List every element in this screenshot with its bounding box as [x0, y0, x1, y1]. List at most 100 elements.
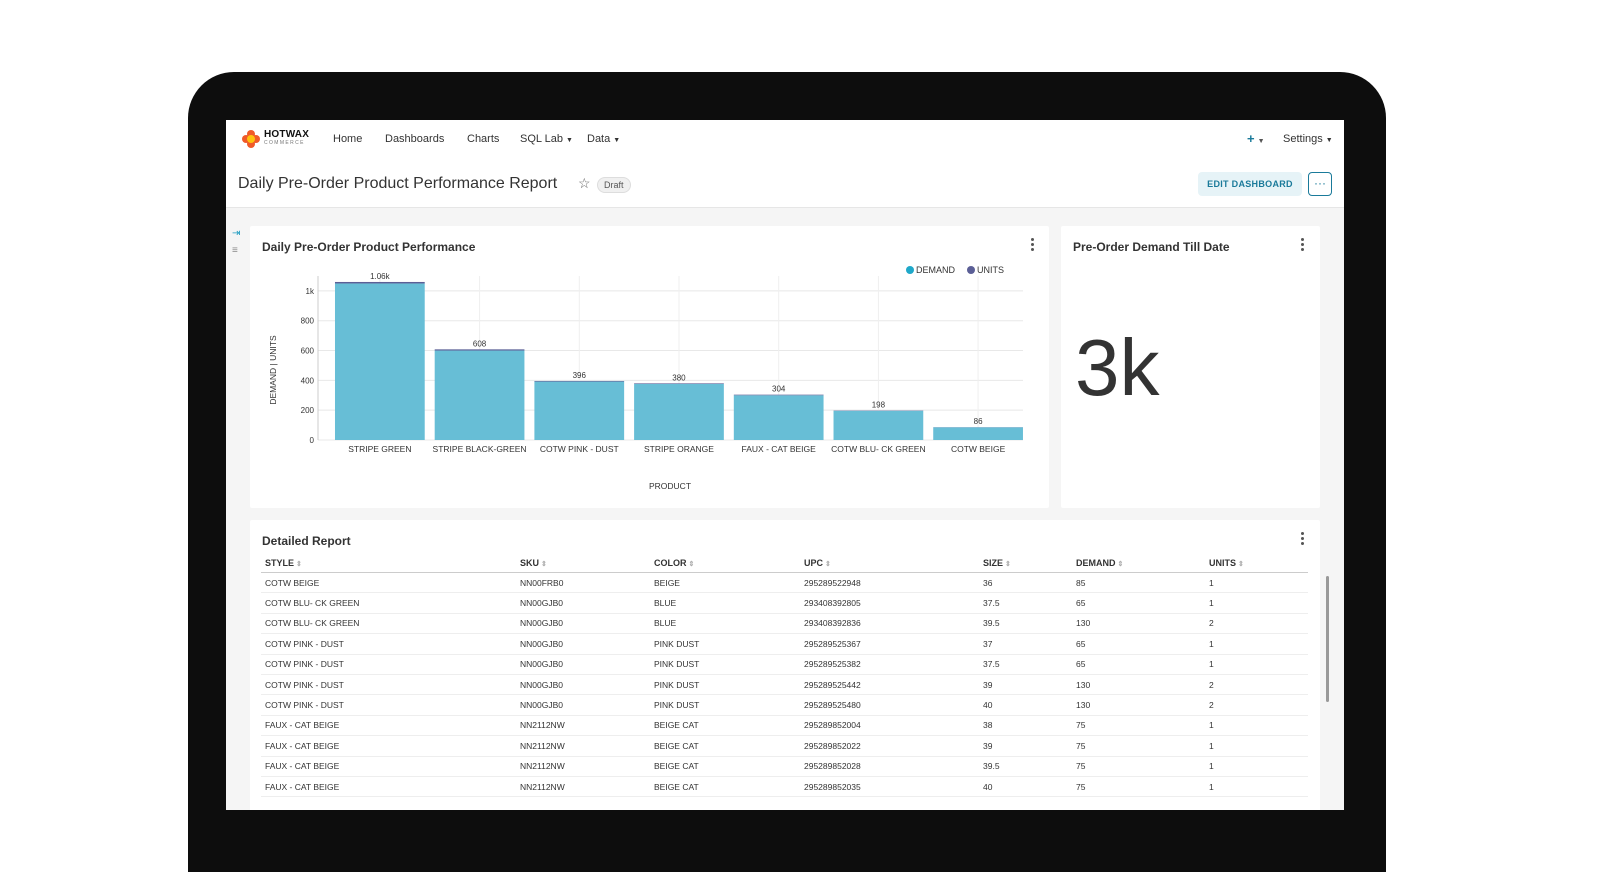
x-tick-label: COTW BEIGE [951, 444, 1006, 454]
bar-units [634, 383, 724, 384]
sort-icon[interactable]: ⇕ [1118, 561, 1124, 568]
column-header-color[interactable]: COLOR⇕ [650, 554, 800, 573]
sort-icon[interactable]: ⇕ [689, 561, 695, 568]
y-tick-label: 1k [306, 287, 315, 296]
table-cell-upc: 293408392836 [800, 613, 979, 633]
table-header-row: STYLE⇕SKU⇕COLOR⇕UPC⇕SIZE⇕DEMAND⇕UNITS⇕ [261, 554, 1308, 573]
table-cell-upc: 295289852035 [800, 776, 979, 796]
brand-logo[interactable]: HOTWAX COMMERCE [242, 130, 309, 148]
column-header-sku[interactable]: SKU⇕ [516, 554, 650, 573]
sort-icon[interactable]: ⇕ [825, 561, 831, 568]
column-header-style[interactable]: STYLE⇕ [261, 554, 516, 573]
y-tick-label: 400 [301, 376, 315, 385]
table-cell-style: FAUX - CAT BEIGE [261, 756, 516, 776]
table-cell-demand: 85 [1072, 573, 1205, 593]
sort-icon[interactable]: ⇕ [1005, 561, 1011, 568]
table-cell-style: FAUX - CAT BEIGE [261, 776, 516, 796]
table-cell-sku: NN00GJB0 [516, 613, 650, 633]
table-scrollbar[interactable] [1326, 576, 1329, 702]
table-cell-style: COTW PINK - DUST [261, 634, 516, 654]
column-header-label: UNITS [1209, 558, 1236, 568]
table-cell-color: PINK DUST [650, 634, 800, 654]
filter-sidebar-toggle: ⇥ ≡ [232, 228, 240, 262]
table-cell-upc: 293408392805 [800, 593, 979, 613]
column-header-demand[interactable]: DEMAND⇕ [1072, 554, 1205, 573]
table-cell-demand: 75 [1072, 756, 1205, 776]
table-cell-sku: NN00GJB0 [516, 654, 650, 674]
table-cell-units: 1 [1205, 654, 1308, 674]
bar-demand [335, 283, 425, 440]
filter-icon[interactable]: ≡ [232, 245, 240, 256]
table-cell-units: 1 [1205, 593, 1308, 613]
table-cell-size: 39.5 [979, 613, 1072, 633]
table-title: Detailed Report [262, 534, 351, 548]
draft-badge[interactable]: Draft [597, 177, 631, 193]
expand-arrow-icon[interactable]: ⇥ [232, 228, 240, 239]
sort-icon[interactable]: ⇕ [1238, 561, 1244, 568]
table-cell-size: 39 [979, 736, 1072, 756]
table-cell-upc: 295289525367 [800, 634, 979, 654]
nav-home[interactable]: Home [333, 133, 362, 145]
bar-units [435, 349, 525, 350]
column-header-units[interactable]: UNITS⇕ [1205, 554, 1308, 573]
star-icon[interactable]: ☆ [578, 175, 591, 192]
table-cell-style: COTW PINK - DUST [261, 695, 516, 715]
table-cell-size: 37 [979, 634, 1072, 654]
column-header-size[interactable]: SIZE⇕ [979, 554, 1072, 573]
nav-charts[interactable]: Charts [467, 133, 499, 145]
bar-demand [734, 395, 824, 440]
kpi-menu-icon[interactable] [1301, 238, 1304, 253]
table-cell-color: BLUE [650, 613, 800, 633]
table-cell-size: 37.5 [979, 593, 1072, 613]
table-cell-style: COTW BLU- CK GREEN [261, 613, 516, 633]
table-cell-color: BEIGE CAT [650, 715, 800, 735]
bar-units [534, 381, 624, 382]
table-cell-size: 38 [979, 715, 1072, 735]
table-cell-demand: 75 [1072, 715, 1205, 735]
detail-table: STYLE⇕SKU⇕COLOR⇕UPC⇕SIZE⇕DEMAND⇕UNITS⇕ C… [261, 554, 1308, 797]
legend-marker-units [967, 266, 975, 274]
settings-menu[interactable]: Settings▼ [1283, 133, 1333, 145]
table-cell-color: BEIGE CAT [650, 776, 800, 796]
table-cell-size: 40 [979, 776, 1072, 796]
page-title: Daily Pre-Order Product Performance Repo… [238, 175, 557, 193]
legend-label-demand: DEMAND [916, 265, 956, 275]
column-header-label: DEMAND [1076, 558, 1116, 568]
nav-sql-lab[interactable]: SQL Lab▼ [520, 133, 573, 145]
nav-dashboards[interactable]: Dashboards [385, 133, 444, 145]
table-cell-size: 37.5 [979, 654, 1072, 674]
column-header-upc[interactable]: UPC⇕ [800, 554, 979, 573]
nav-data[interactable]: Data▼ [587, 133, 620, 145]
new-item-button[interactable]: +▼ [1247, 131, 1265, 146]
table-cell-style: FAUX - CAT BEIGE [261, 715, 516, 735]
column-header-label: SIZE [983, 558, 1003, 568]
bar-demand [435, 351, 525, 440]
table-cell-demand: 130 [1072, 674, 1205, 694]
more-options-button[interactable]: ··· [1308, 172, 1332, 196]
table-menu-icon[interactable] [1301, 532, 1304, 547]
y-tick-label: 0 [310, 436, 315, 445]
edit-dashboard-button[interactable]: EDIT DASHBOARD [1198, 172, 1302, 196]
sort-icon[interactable]: ⇕ [541, 561, 547, 568]
chart-card: Daily Pre-Order Product Performance DEMA… [250, 226, 1049, 508]
x-tick-label: COTW BLU- CK GREEN [831, 444, 925, 454]
bar-data-label: 608 [473, 339, 487, 348]
column-header-label: STYLE [265, 558, 294, 568]
bar-units [335, 282, 425, 283]
app-screen: HOTWAX COMMERCE Home Dashboards Charts S… [226, 120, 1344, 810]
sort-icon[interactable]: ⇕ [296, 561, 302, 568]
table-cell-color: BEIGE CAT [650, 736, 800, 756]
